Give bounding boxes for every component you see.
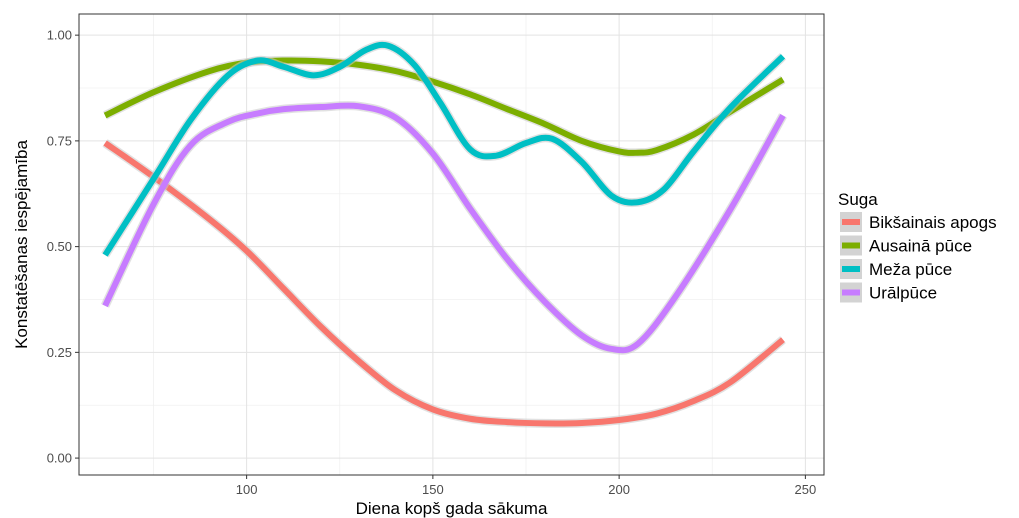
legend-item-uralpuce: Urālpūce bbox=[840, 282, 937, 303]
y-tick-label: 0.00 bbox=[47, 451, 72, 466]
legend-item-biksainais-apogs: Bikšainais apogs bbox=[840, 212, 997, 232]
legend-label: Meža pūce bbox=[869, 260, 952, 279]
minor-gridlines bbox=[79, 14, 824, 475]
legend-items: Bikšainais apogs Ausainā pūce Meža pūce Urā… bbox=[840, 212, 997, 303]
y-tick-label: 0.50 bbox=[47, 239, 72, 254]
y-axis-ticks: 0.00 0.25 0.50 0.75 1.00 bbox=[47, 28, 79, 466]
legend-label: Bikšainais apogs bbox=[869, 213, 997, 232]
legend-label: Urālpūce bbox=[869, 284, 937, 303]
series-line-meza-puce bbox=[102, 41, 786, 257]
series-line-uralpuce bbox=[102, 102, 786, 354]
legend: Suga Bikšainais apogs Ausainā pūce Meža pū… bbox=[838, 190, 997, 303]
x-tick-label: 200 bbox=[608, 482, 630, 497]
plot-panel-border bbox=[78, 13, 825, 476]
legend-item-ausaina-puce: Ausainā pūce bbox=[840, 235, 972, 256]
x-tick-label: 250 bbox=[795, 482, 817, 497]
legend-title: Suga bbox=[838, 190, 878, 209]
x-axis-ticks: 100 150 200 250 bbox=[236, 475, 816, 497]
x-axis-title: Diena kopš gada sākuma bbox=[356, 499, 548, 518]
y-tick-label: 1.00 bbox=[47, 28, 72, 43]
series-lines bbox=[101, 40, 787, 428]
legend-item-meza-puce: Meža pūce bbox=[840, 259, 952, 279]
major-gridlines bbox=[79, 14, 824, 475]
series-line-biksainais-apogs bbox=[103, 140, 785, 427]
y-tick-label: 0.75 bbox=[47, 133, 72, 148]
y-axis-title: Konstatēšanas iespējamība bbox=[12, 140, 31, 349]
x-tick-label: 150 bbox=[422, 482, 444, 497]
y-tick-label: 0.25 bbox=[47, 345, 72, 360]
x-tick-label: 100 bbox=[236, 482, 258, 497]
legend-label: Ausainā pūce bbox=[869, 237, 972, 256]
